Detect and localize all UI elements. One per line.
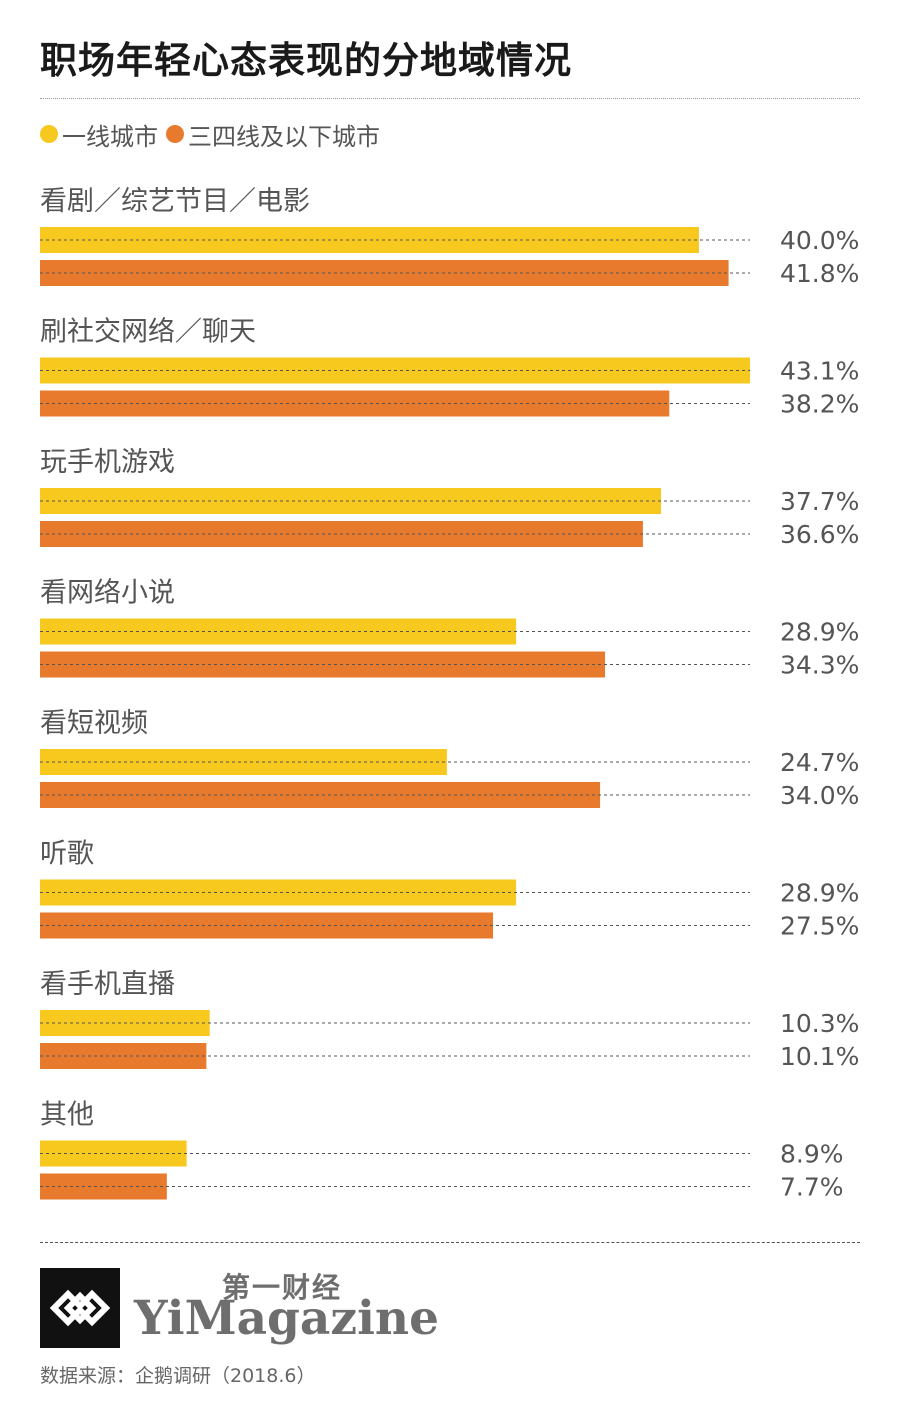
legend-label-tier3: 三四线及以下城市 bbox=[188, 122, 380, 151]
title-divider bbox=[40, 98, 860, 99]
chart-title: 职场年轻心态表现的分地域情况 bbox=[40, 39, 572, 82]
legend-item-tier1: 一线城市 bbox=[40, 117, 158, 152]
category-label: 玩手机游戏 bbox=[40, 447, 175, 478]
brand-name-cn: 第一财经 bbox=[222, 1271, 343, 1304]
bar-tier3 bbox=[40, 1173, 167, 1200]
bar-chart: 看剧／综艺节目／电影 40.0% 41.8% 刷社交网络／聊天 43.1% 38.2% 玩手… bbox=[40, 186, 859, 1202]
legend-item-tier3: 三四线及以下城市 bbox=[166, 117, 380, 152]
bar-tier3 bbox=[40, 782, 601, 808]
category-label: 其他 bbox=[40, 1100, 94, 1131]
value-label: 28.9% bbox=[780, 618, 859, 647]
legend-label-tier1: 一线城市 bbox=[62, 122, 158, 151]
category-label: 看剧／综艺节目／电影 bbox=[40, 186, 310, 217]
legend: 一线城市 三四线及以下城市 bbox=[40, 117, 388, 152]
value-label: 27.5% bbox=[780, 912, 859, 941]
brand-name-en: YiMagazine bbox=[134, 1291, 439, 1346]
value-label: 7.7% bbox=[780, 1173, 844, 1202]
value-label: 34.3% bbox=[780, 651, 859, 680]
value-label: 24.7% bbox=[780, 748, 859, 777]
value-label: 41.8% bbox=[780, 259, 859, 288]
value-label: 40.0% bbox=[780, 226, 859, 255]
value-label: 28.9% bbox=[780, 879, 859, 908]
value-label: 10.1% bbox=[780, 1042, 859, 1071]
data-source-note: 数据来源：企鹅调研（2018.6） bbox=[40, 1365, 316, 1387]
category-label: 看网络小说 bbox=[40, 578, 175, 609]
footer-divider bbox=[40, 1242, 860, 1243]
category-label: 看短视频 bbox=[40, 708, 148, 739]
value-label: 8.9% bbox=[780, 1140, 844, 1169]
yicai-logo-icon bbox=[40, 1268, 120, 1348]
value-label: 37.7% bbox=[780, 487, 859, 516]
value-label: 43.1% bbox=[780, 357, 859, 386]
category-label: 听歌 bbox=[40, 839, 94, 870]
bar-tier3 bbox=[40, 912, 494, 939]
legend-swatch-tier3 bbox=[166, 125, 184, 143]
category-label: 看手机直播 bbox=[40, 969, 175, 1000]
value-label: 38.2% bbox=[780, 390, 859, 419]
value-label: 10.3% bbox=[780, 1009, 859, 1038]
value-label: 36.6% bbox=[780, 520, 859, 549]
value-label: 34.0% bbox=[780, 781, 859, 810]
bar-tier1 bbox=[40, 488, 662, 514]
legend-swatch-tier1 bbox=[40, 125, 58, 143]
category-label: 刷社交网络／聊天 bbox=[40, 317, 256, 348]
